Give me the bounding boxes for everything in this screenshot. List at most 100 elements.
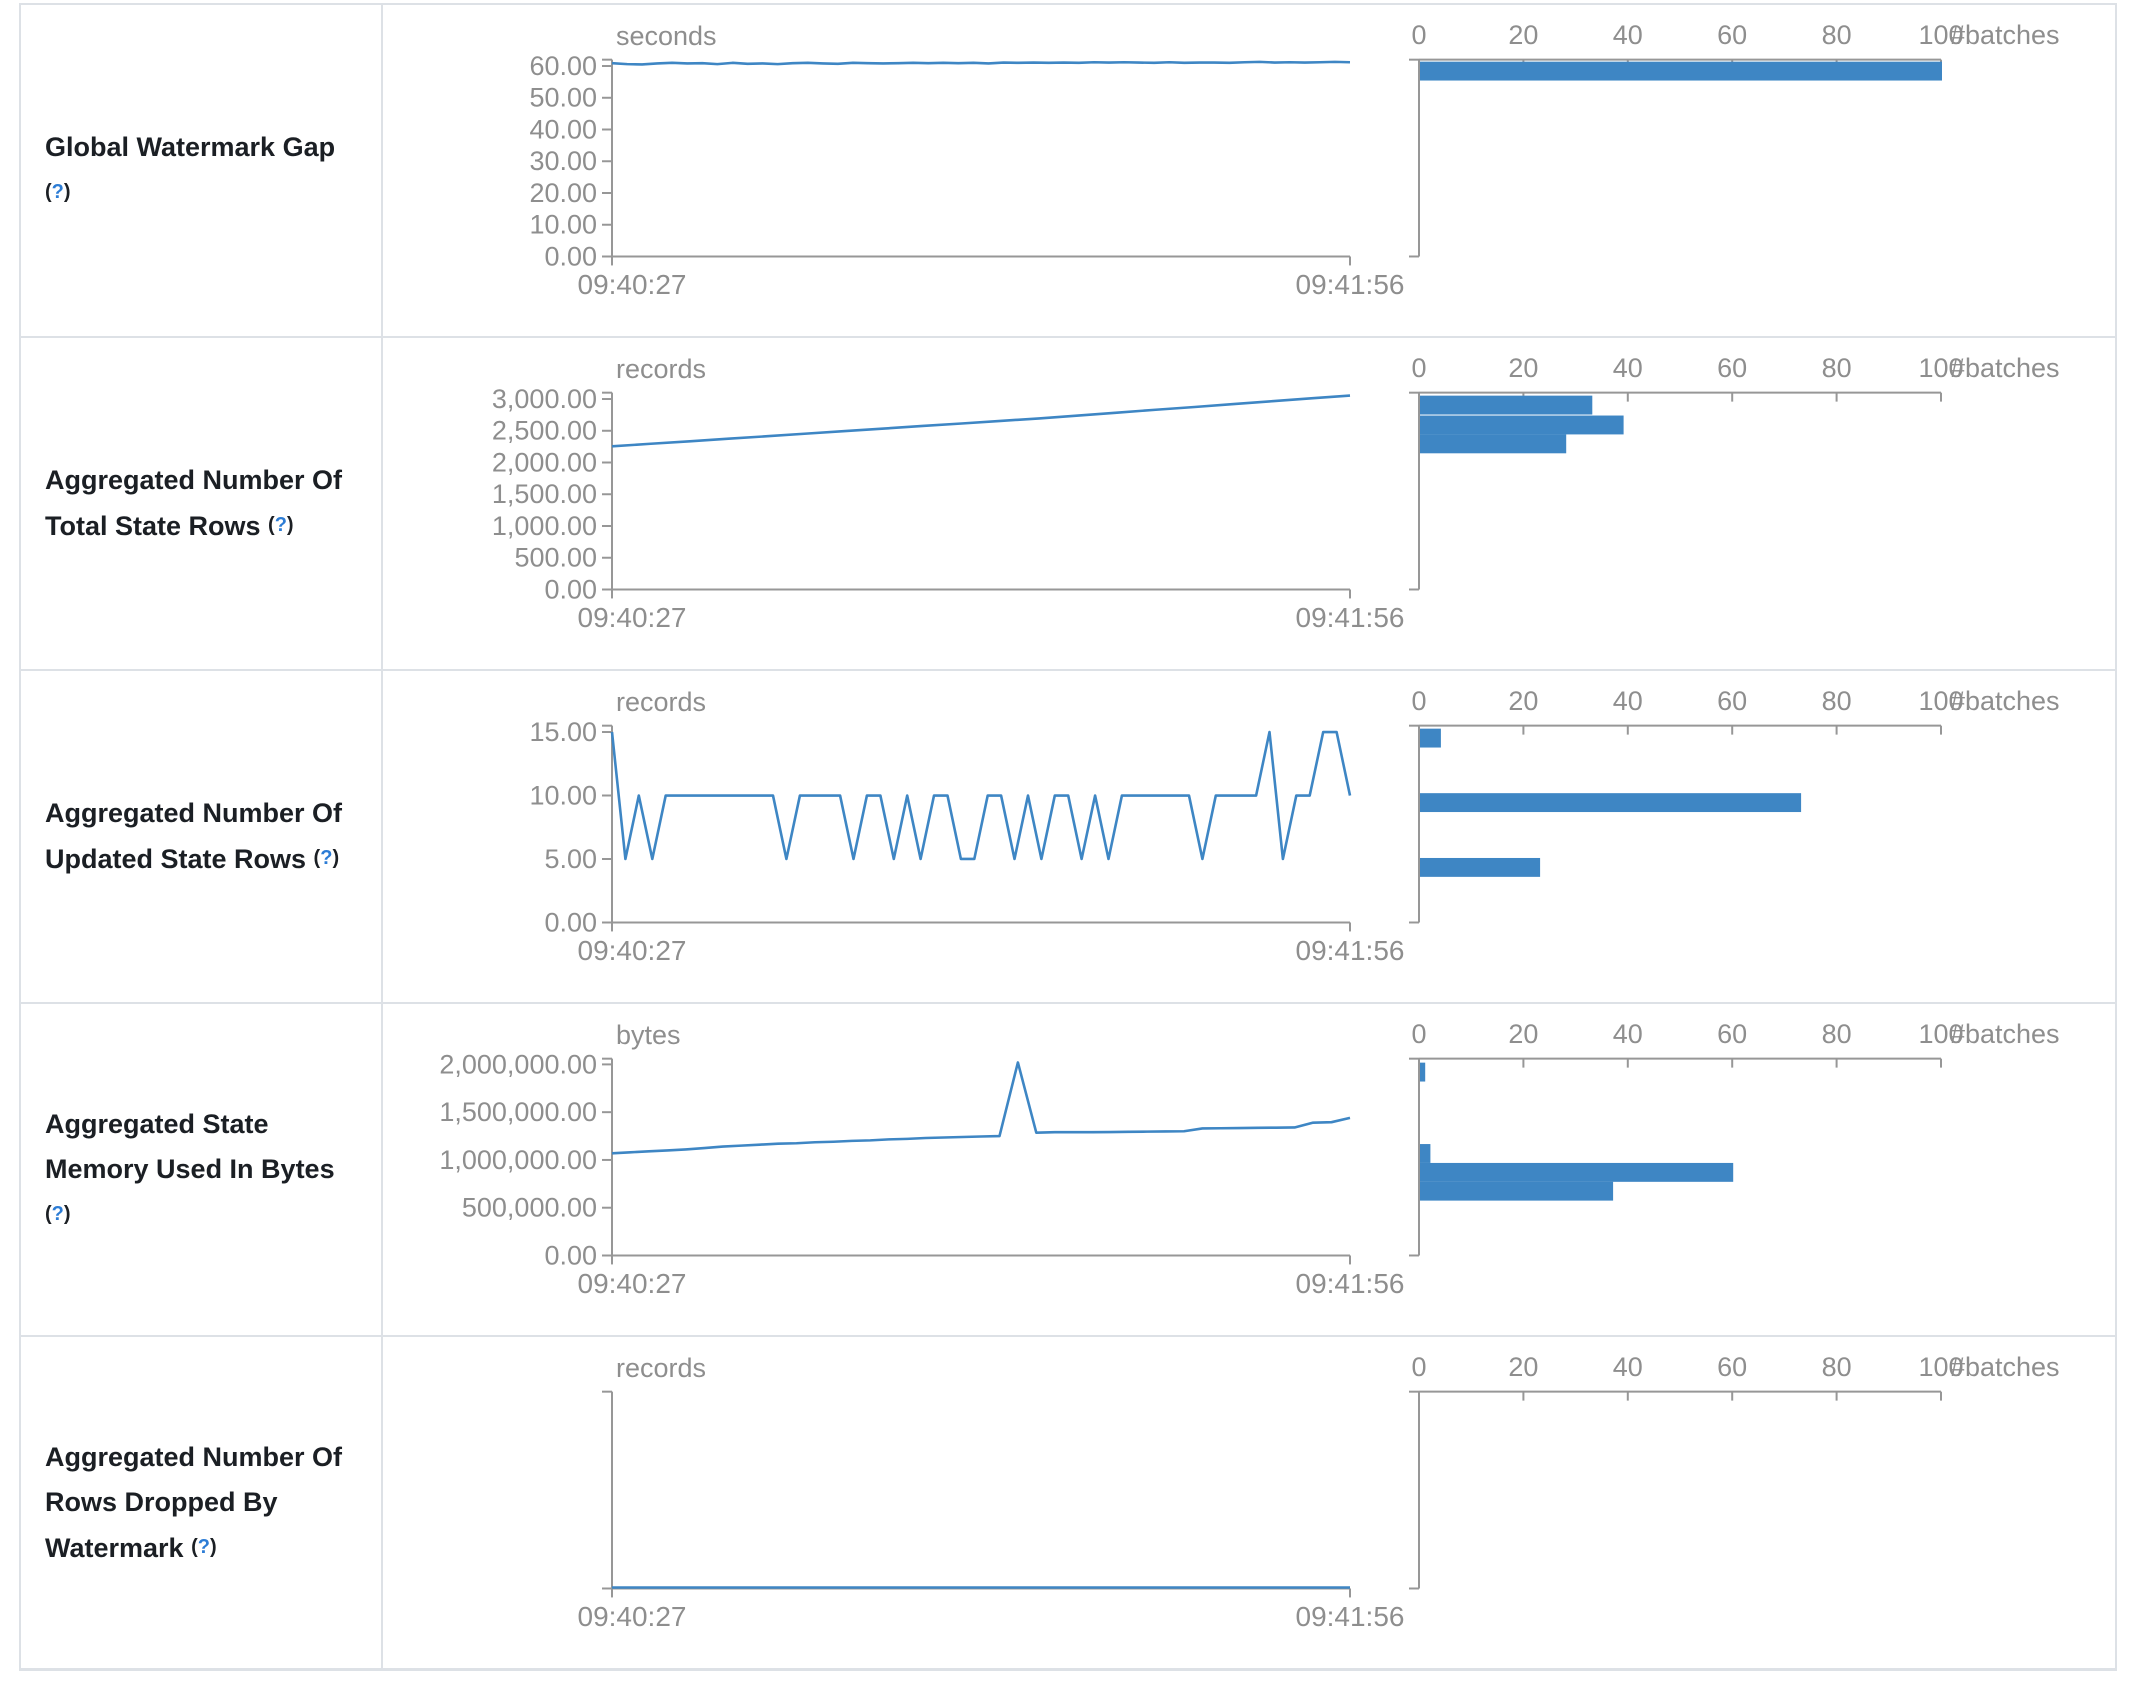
timeline-y-tick-label: 1,500.00 [492,479,597,509]
timeline-y-tick-label: 10.00 [529,781,597,811]
timeline-y-tick-label: 1,500,000.00 [439,1097,597,1127]
histogram-x-tick-label: 80 [1822,1352,1852,1382]
metric-row: Aggregated Number Of Rows Dropped By Wat… [21,1335,2115,1668]
timeline-y-tick-label: 2,000.00 [492,448,597,478]
histogram-x-tick-label: 40 [1613,1352,1643,1382]
histogram-x-tick-label: 0 [1411,1019,1426,1049]
help-question-icon[interactable]: ? [51,181,64,203]
histogram-x-tick-label: 0 [1411,1352,1426,1382]
timeline-y-tick-label: 50.00 [529,83,597,113]
help-link[interactable]: (?) [191,1535,217,1558]
timeline-x-start-label: 09:40:27 [578,269,687,300]
histogram-bar [1420,1162,1734,1182]
metric-charts-cell: bytes 0.00 500,000.00 1,000,000.00 1,500,000… [383,1004,2115,1335]
histogram-x-tick-label: 60 [1717,1352,1747,1382]
histogram-unit-label: #batches [1950,1352,2060,1382]
timeline-y-tick-label: 15.00 [529,717,597,747]
timeline-y-tick-label: 0.00 [544,1240,597,1270]
histogram-x-tick-label: 20 [1508,20,1538,50]
histogram-x-tick-label: 80 [1822,686,1852,716]
timeline-y-tick-label: 2,500.00 [492,416,597,446]
metric-label-cell: Aggregated Number Of Total State Rows (?… [21,338,383,669]
metric-label-text: Aggregated Number Of Updated State Rows [45,798,343,874]
metric-label-text: Aggregated Number Of Total State Rows [45,465,343,541]
metric-label-cell: Aggregated Number Of Updated State Rows … [21,671,383,1002]
timeline-unit-label: records [616,1353,706,1383]
metric-label-text: Aggregated State Memory Used In Bytes [45,1108,335,1184]
timeline-y-tick-label: 40.00 [529,115,597,145]
histogram-chart: 0 20 40 60 80 100#batches [1409,1352,2060,1590]
histogram-x-tick-label: 20 [1508,1019,1538,1049]
histogram-x-tick-label: 20 [1508,686,1538,716]
histogram-x-tick-label: 60 [1717,686,1747,716]
help-question-icon[interactable]: ? [197,1535,210,1558]
metric-label-text: Aggregated Number Of Rows Dropped By Wat… [45,1441,343,1563]
timeline-line [611,1061,1351,1155]
timeline-unit-label: records [616,687,706,717]
timeline-unit-label: bytes [616,1020,681,1050]
timeline-chart: records 0.00500.001,000.001,500.002,000.0… [492,354,1405,633]
timeline-y-tick-label: 0.00 [544,907,597,937]
metric-charts-cell: records 0.00 500.00 1,000.00 1,500.00 2,000.0… [383,338,2115,669]
histogram-x-tick-label: 0 [1411,353,1426,383]
timeline-chart: seconds 0.0010.0020.0030.0040.0050.0060.0… [529,21,1404,300]
timeline-x-start-label: 09:40:27 [578,1268,687,1299]
histogram-x-tick-label: 80 [1822,20,1852,50]
metric-charts-svg: records 09:40:27 09:41:56 0 20 40 60 80 100#batc… [578,1352,2060,1632]
timeline-y-tick-label: 20.00 [529,178,597,208]
metric-charts-svg: records 0.00 5.00 10.00 15.00 09:40:27 09:41:5… [529,686,2060,966]
timeline-x-end-label: 09:41:56 [1296,269,1405,300]
metric-charts-cell: records 0.00 5.00 10.00 15.00 09:40:27 09:41:5… [383,671,2115,1002]
metric-label-text: Global Watermark Gap [45,132,336,162]
timeline-x-start-label: 09:40:27 [578,602,687,633]
histogram-unit-label: #batches [1950,353,2060,383]
timeline-x-start-label: 09:40:27 [578,935,687,966]
metric-label-cell: Aggregated State Memory Used In Bytes (?… [21,1004,383,1335]
metric-charts-svg: bytes 0.00 500,000.00 1,000,000.00 1,500,000… [439,1019,2059,1299]
histogram-bar [1420,1062,1426,1082]
help-question-icon[interactable]: ? [51,1202,64,1225]
timeline-x-end-label: 09:41:56 [1296,1268,1405,1299]
metric-charts-cell: records 09:40:27 09:41:56 0 20 40 60 80 100 #batc… [383,1337,2115,1668]
help-question-icon[interactable]: ? [274,514,287,536]
timeline-x-end-label: 09:41:56 [1296,1601,1405,1632]
help-link[interactable]: (?) [268,514,294,536]
histogram-chart: 0 20 40 60 80 100#batches [1409,686,2060,924]
timeline-y-tick-label: 0.00 [544,241,597,271]
histogram-bar [1420,1181,1614,1201]
timeline-line [611,60,1351,66]
help-link[interactable]: (?) [45,1202,71,1225]
metric-label: Aggregated Number Of Rows Dropped By Wat… [45,1435,360,1571]
timeline-y-tick-label: 2,000,000.00 [439,1049,597,1079]
timeline-y-tick-label: 0.00 [544,574,597,604]
help-link[interactable]: (?) [313,847,340,869]
histogram-x-tick-label: 60 [1717,353,1747,383]
metric-label: Aggregated Number Of Updated State Rows … [45,791,360,882]
histogram-x-tick-label: 60 [1717,20,1747,50]
histogram-unit-label: #batches [1950,686,2060,716]
timeline-y-tick-label: 3,000.00 [492,384,597,414]
metric-charts-svg: records 0.00500.001,000.001,500.002,000.0… [492,353,2060,633]
timeline-y-tick-label: 500.00 [514,543,597,573]
metric-label-cell: Global Watermark Gap (?) [21,5,383,336]
histogram-x-tick-label: 40 [1613,353,1643,383]
timeline-x-end-label: 09:41:56 [1296,935,1405,966]
timeline-line [611,394,1351,448]
histogram-x-tick-label: 40 [1613,1019,1643,1049]
metric-charts-cell: seconds 0.00 10.00 20.00 30.00 40.00 50.00 60.0… [383,5,2115,336]
metric-row: Aggregated State Memory Used In Bytes (?… [21,1002,2115,1335]
histogram-x-tick-label: 100 [1918,20,1963,50]
histogram-x-tick-label: 20 [1508,353,1538,383]
timeline-y-tick-label: 5.00 [544,844,597,874]
histogram-x-tick-label: 0 [1411,686,1426,716]
histogram-bar [1420,857,1541,877]
timeline-y-tick-label: 1,000.00 [492,511,597,541]
histogram-chart: 0 20 40 60 80 100#batches [1409,353,2060,591]
metric-label-cell: Aggregated Number Of Rows Dropped By Wat… [21,1337,383,1668]
help-question-icon[interactable]: ? [320,847,333,869]
help-link[interactable]: (?) [45,181,71,203]
timeline-y-tick-label: 500,000.00 [462,1193,597,1223]
metric-row: Aggregated Number Of Total State Rows (?… [21,336,2115,669]
histogram-x-tick-label: 40 [1613,20,1643,50]
